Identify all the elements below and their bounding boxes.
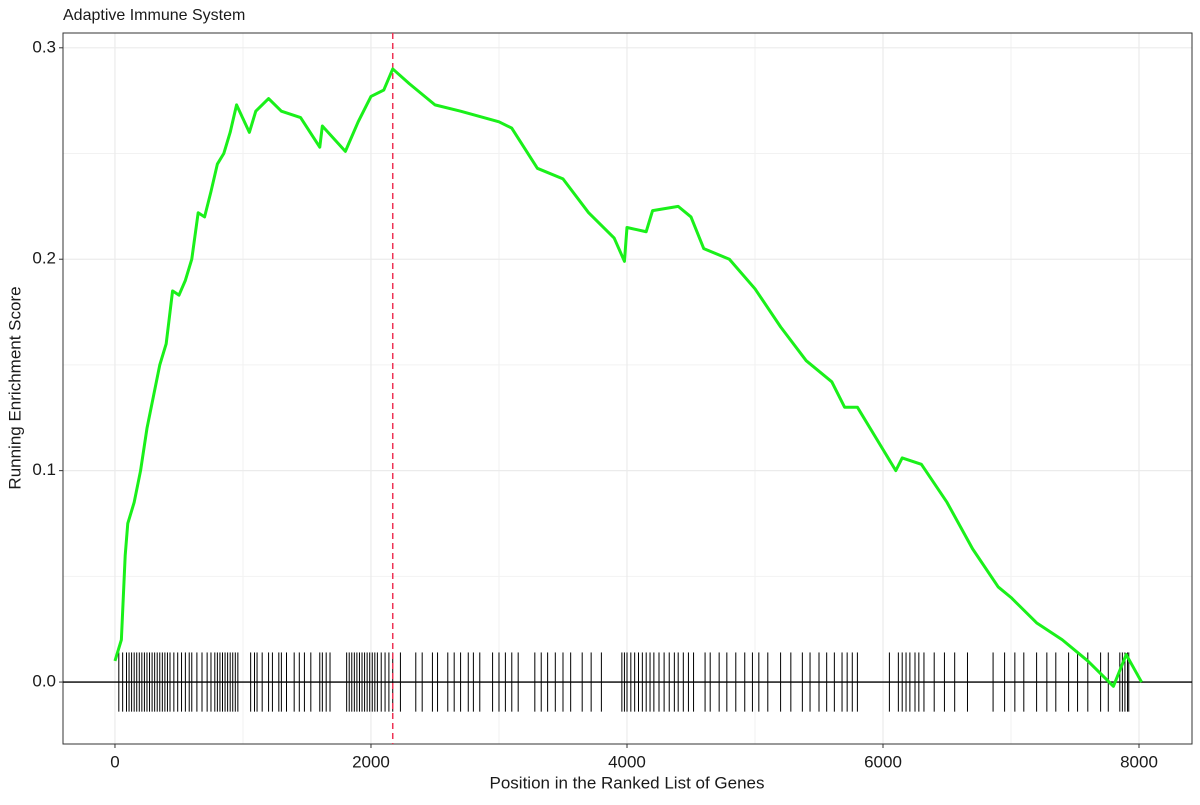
y-tick-label: 0.1 [32, 460, 56, 479]
x-tick-label: 4000 [608, 752, 646, 771]
y-axis-label: Running Enrichment Score [5, 286, 24, 489]
panel-border [62, 32, 1193, 745]
x-tick-label: 2000 [352, 752, 390, 771]
y-tick-label: 0.2 [32, 249, 56, 268]
y-tick-label: 0.0 [32, 672, 56, 691]
chart-title: Adaptive Immune System [63, 7, 245, 24]
score-line [113, 67, 1143, 688]
x-tick-label: 6000 [864, 752, 902, 771]
y-tick-label: 0.3 [32, 37, 56, 56]
x-tick-label: 0 [110, 752, 119, 771]
x-tick-label: 8000 [1120, 752, 1158, 771]
x-axis-label: Position in the Ranked List of Genes [490, 773, 765, 792]
